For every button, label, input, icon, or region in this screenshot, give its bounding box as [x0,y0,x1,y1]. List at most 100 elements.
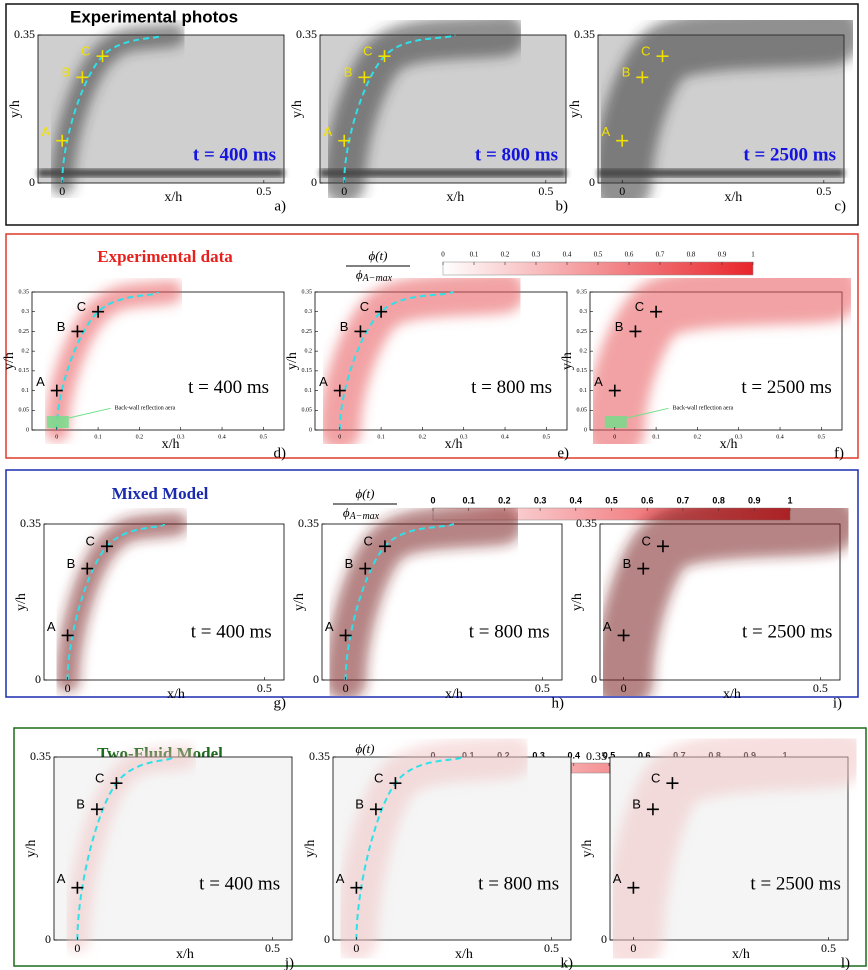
panel-letter: d) [274,445,287,461]
colorbar-denominator-subscript: A−max [362,273,393,284]
y-tick-label: 0 [29,175,35,189]
point-label: A [319,374,328,389]
y-tick-label: 0.1 [22,388,30,394]
panel-letter: b) [556,198,569,214]
trajectory [66,523,165,681]
y-tick-label: 0 [35,672,41,686]
x-tick-label: 0.2 [136,434,144,440]
point-marker [333,384,346,397]
point-label: C [651,771,660,786]
x-tick-label: 0.5 [543,434,551,440]
x-axis-label: x/h [167,687,185,702]
point-label: A [47,619,56,634]
y-tick-label: 0.2 [580,349,588,355]
point-label: A [613,871,622,886]
y-tick-label: 0.25 [302,329,313,335]
point-marker [369,803,382,816]
x-axis-label: x/h [445,687,463,702]
x-tick-label: 0.5 [257,681,272,695]
point-marker [339,629,352,642]
point-label: C [77,299,86,314]
panel-letter: a) [274,198,286,214]
point-label: A [42,124,51,139]
x-tick-label: 0.1 [94,434,102,440]
point-marker [650,305,663,318]
x-tick-label: 0.3 [735,434,743,440]
row-frame [5,233,859,459]
y-axis-label: y/h [568,100,583,118]
point-label: A [336,871,345,886]
point-label: B [76,797,85,812]
x-tick-label: 0.2 [419,434,427,440]
colorbar-tick-label: 1 [751,251,755,259]
colorbar-tick-label: 0.6 [638,750,651,760]
point-marker [71,881,84,894]
point-marker [92,305,105,318]
y-tick-label: 0.1 [580,388,588,394]
point-marker [608,384,621,397]
point-marker [636,71,649,84]
y-tick-label: 0.25 [19,329,30,335]
point-label: C [360,299,369,314]
point-marker [637,562,650,575]
point-label: B [345,556,354,571]
annotation-leader [626,407,669,419]
colorbar-denominator: ϕA−max [356,267,393,284]
point-marker [354,325,367,338]
x-axis-label: x/h [446,190,464,205]
point-marker [110,777,123,790]
colorbar-tick-label: 0.1 [470,251,479,259]
x-tick-label: 0 [613,434,616,440]
panel-letter: g) [274,695,287,711]
y-tick-label: 0.35 [576,516,597,530]
point-label: C [86,534,95,549]
point-label: C [364,534,373,549]
x-tick-label: 0.1 [377,434,385,440]
plume [55,512,188,692]
point-marker [100,540,113,553]
y-axis-label: y/h [14,593,29,611]
time-label: t = 800 ms [475,144,558,165]
y-tick-label: 0.2 [305,349,313,355]
colorbar-tick-label: 0.3 [532,251,541,259]
panel-letter: l) [841,955,850,970]
y-tick-label: 0.35 [298,516,319,530]
point-label: B [67,556,76,571]
point-marker [629,325,642,338]
colorbar-tick-label: 0.3 [532,750,545,760]
point-label: B [355,797,364,812]
point-marker [338,134,351,147]
time-label: t = 400 ms [188,377,269,398]
x-tick-label: 0.5 [544,941,559,955]
point-label: C [642,534,651,549]
point-marker [56,134,69,147]
time-label: t = 800 ms [478,873,559,894]
row-title: Mixed Model [112,484,209,503]
x-tick-label: 0.5 [816,184,831,198]
y-axis-label: y/h [290,100,305,118]
y-tick-label: 0 [313,672,319,686]
y-axis-label: y/h [560,352,575,370]
x-tick-label: 0 [341,184,347,198]
time-label: t = 400 ms [199,873,280,894]
colorbar-tick-label: 0.4 [568,750,581,760]
y-tick-label: 0 [45,932,51,946]
colorbar-tick-label: 0.3 [534,495,547,505]
point-label: C [635,299,644,314]
x-tick-label: 0.4 [776,434,784,440]
colorbar-denominator-subscript: A−max [349,511,380,522]
x-tick-label: 0.1 [652,434,660,440]
point-marker [359,562,372,575]
y-tick-label: 0.35 [30,749,51,763]
y-tick-label: 0.3 [22,309,30,315]
y-tick-label: 0.35 [296,27,317,41]
point-label: A [57,871,66,886]
y-axis-label: y/h [2,352,17,370]
x-tick-label: 0.5 [821,941,836,955]
time-label: t = 2500 ms [742,622,832,643]
annotation: Back-wall reflection aera [673,405,734,412]
y-tick-label: 0.35 [309,749,330,763]
back-wall [598,169,844,177]
y-axis-label: y/h [285,352,300,370]
y-tick-label: 0.15 [302,368,313,374]
